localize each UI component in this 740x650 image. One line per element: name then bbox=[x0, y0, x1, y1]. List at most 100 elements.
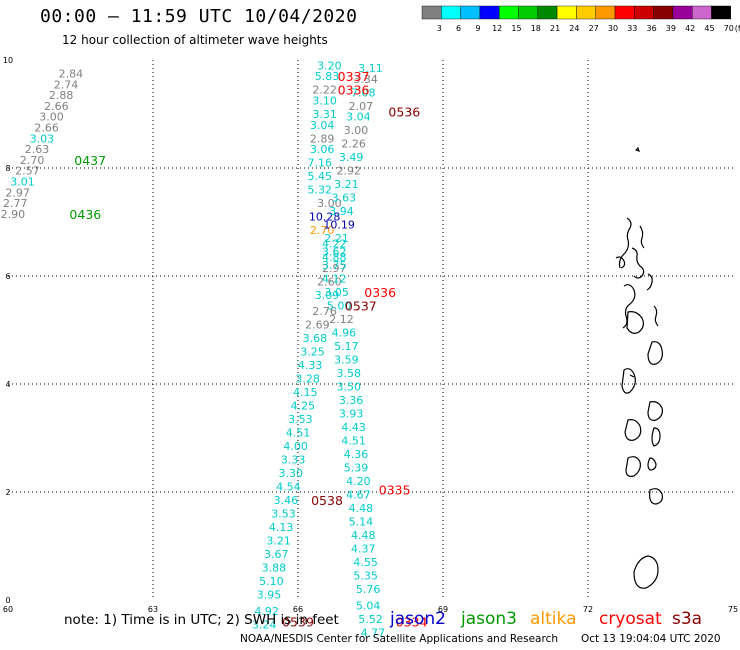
x-tick-label: 72 bbox=[583, 605, 593, 614]
legend-tick-label: 24 bbox=[569, 24, 579, 33]
legend-swatch bbox=[460, 5, 481, 20]
x-tick-label: 66 bbox=[293, 605, 303, 614]
wave-height-label: 3.03 bbox=[30, 132, 55, 145]
wave-height-label: 3.01 bbox=[10, 176, 35, 189]
wave-height-label: 4.48 bbox=[349, 502, 374, 515]
wave-height-label: 2.57 bbox=[15, 165, 40, 178]
wave-height-label: 2.70 bbox=[310, 224, 335, 237]
y-tick-label: 10 bbox=[3, 56, 13, 65]
legend-swatch bbox=[556, 5, 577, 20]
wave-height-label: 4.67 bbox=[346, 489, 371, 502]
wave-height-label: 4.36 bbox=[344, 448, 369, 461]
credit-text: NOAA/NESDIS Center for Satellite Applica… bbox=[240, 633, 558, 645]
wave-height-label: 3.21 bbox=[266, 535, 291, 548]
pass-time-label: 0536 bbox=[388, 104, 420, 119]
wave-height-label: 2.22 bbox=[312, 84, 337, 97]
wave-height-label: 4.43 bbox=[341, 421, 366, 434]
wave-height-label: 5.32 bbox=[308, 184, 333, 197]
wave-height-label: 3.09 bbox=[315, 289, 340, 302]
wave-height-label: 7.08 bbox=[351, 86, 376, 99]
wave-height-label: 3.04 bbox=[310, 119, 335, 132]
wave-height-label: 4.25 bbox=[291, 400, 316, 413]
wave-height-label: 10.19 bbox=[323, 219, 355, 232]
pass-time-label: 0538 bbox=[311, 493, 343, 508]
axis-ticks: 60 63 66 69 72 75 0 2 4 6 8 10 bbox=[3, 56, 738, 614]
satellite-name: altika bbox=[530, 609, 577, 629]
legend-swatch bbox=[614, 5, 635, 20]
legend-swatch bbox=[692, 5, 712, 20]
wave-height-label: 3.04 bbox=[346, 111, 371, 124]
legend-tick-label: 36 bbox=[647, 24, 657, 33]
y-tick-label: 4 bbox=[5, 380, 10, 389]
wave-height-label: 4.55 bbox=[353, 556, 378, 569]
legend-swatch bbox=[653, 5, 674, 20]
satellite-name: cryosat bbox=[599, 609, 662, 629]
map-title: 00:00 – 11:59 UTC 10/04/2020 bbox=[40, 6, 358, 27]
wave-height-label: 3.62 bbox=[322, 246, 347, 259]
wave-height-label: 3.68 bbox=[303, 332, 328, 345]
wave-height-label: 5.10 bbox=[259, 575, 284, 588]
wave-height-label: 5.14 bbox=[349, 516, 374, 529]
x-tick-label: 75 bbox=[728, 605, 738, 614]
wave-height-label: 4.88 bbox=[322, 251, 347, 264]
legend-tick-label: 15 bbox=[511, 24, 521, 33]
wave-height-label: 3.46 bbox=[274, 494, 299, 507]
satellite-name: jason3 bbox=[461, 609, 517, 629]
wave-height-label: 3.67 bbox=[264, 548, 289, 561]
wave-height-label: 2.97 bbox=[322, 262, 347, 275]
x-tick-label: 60 bbox=[3, 605, 13, 614]
wave-height-label: 5.35 bbox=[353, 570, 378, 583]
wave-height-label: 2.12 bbox=[329, 313, 354, 326]
legend-swatch bbox=[634, 5, 654, 20]
wave-height-label: 4.15 bbox=[293, 386, 318, 399]
wave-height-label: 7.16 bbox=[308, 157, 333, 170]
satellite-name: jason2 bbox=[390, 609, 446, 629]
wave-height-label: 3.06 bbox=[310, 143, 335, 156]
x-tick-label: 69 bbox=[438, 605, 448, 614]
maldives-coastline bbox=[615, 146, 663, 589]
wave-height-label: 2.90 bbox=[1, 208, 26, 221]
wave-height-label: 3.11 bbox=[358, 62, 383, 75]
legend-swatch bbox=[672, 5, 693, 20]
footnote: note: 1) Time is in UTC; 2) SWH is in fe… bbox=[64, 612, 339, 628]
wave-height-label: 3.53 bbox=[271, 508, 296, 521]
legend-tick-label: 39 bbox=[666, 24, 676, 33]
wave-height-label: 2.63 bbox=[25, 143, 50, 156]
satellite-name: s3a bbox=[672, 609, 703, 629]
wave-height-label: 2.77 bbox=[3, 197, 28, 210]
wave-height-label: 3.53 bbox=[288, 413, 313, 426]
legend-tick-label: 3 bbox=[437, 24, 442, 33]
legend-swatch bbox=[499, 5, 519, 20]
legend-swatch bbox=[421, 5, 442, 20]
pass-time-label: 0337 bbox=[338, 69, 370, 84]
wave-height-label: 3.93 bbox=[339, 408, 364, 421]
pass-time-label: 0537 bbox=[345, 299, 377, 314]
wave-height-label: 3.50 bbox=[337, 381, 362, 394]
wave-height-label: 2.97 bbox=[5, 186, 30, 199]
wave-height-label: 2.69 bbox=[305, 319, 330, 332]
wave-height-label: 3.24 bbox=[252, 618, 277, 631]
wave-height-label: 2.66 bbox=[44, 100, 69, 113]
wave-height-label: 5.52 bbox=[358, 613, 383, 626]
y-tick-label: 8 bbox=[5, 164, 10, 173]
wave-height-label: 4.48 bbox=[351, 529, 376, 542]
wave-height-label: 2.60 bbox=[317, 275, 342, 288]
wave-height-label: 3.28 bbox=[295, 373, 320, 386]
wave-height-label: 3.05 bbox=[324, 286, 349, 299]
wave-height-label: 3.95 bbox=[257, 589, 282, 602]
wave-height-label: 3.59 bbox=[334, 354, 359, 367]
legend-swatch bbox=[576, 5, 596, 20]
wave-height-label: 3.49 bbox=[339, 151, 364, 164]
wave-height-label: 4.51 bbox=[286, 427, 311, 440]
wave-height-label: 3.94 bbox=[329, 205, 354, 218]
wave-height-label: 3.58 bbox=[337, 367, 362, 380]
y-tick-label: 0 bbox=[5, 596, 10, 605]
legend-swatch bbox=[595, 5, 616, 20]
wave-height-label: 5.45 bbox=[308, 170, 333, 183]
wave-height-label: 3.63 bbox=[332, 192, 357, 205]
wave-height-label: 5.76 bbox=[356, 583, 381, 596]
pass-time-label: 0335 bbox=[379, 482, 411, 497]
map-subtitle: 12 hour collection of altimeter wave hei… bbox=[62, 33, 328, 47]
